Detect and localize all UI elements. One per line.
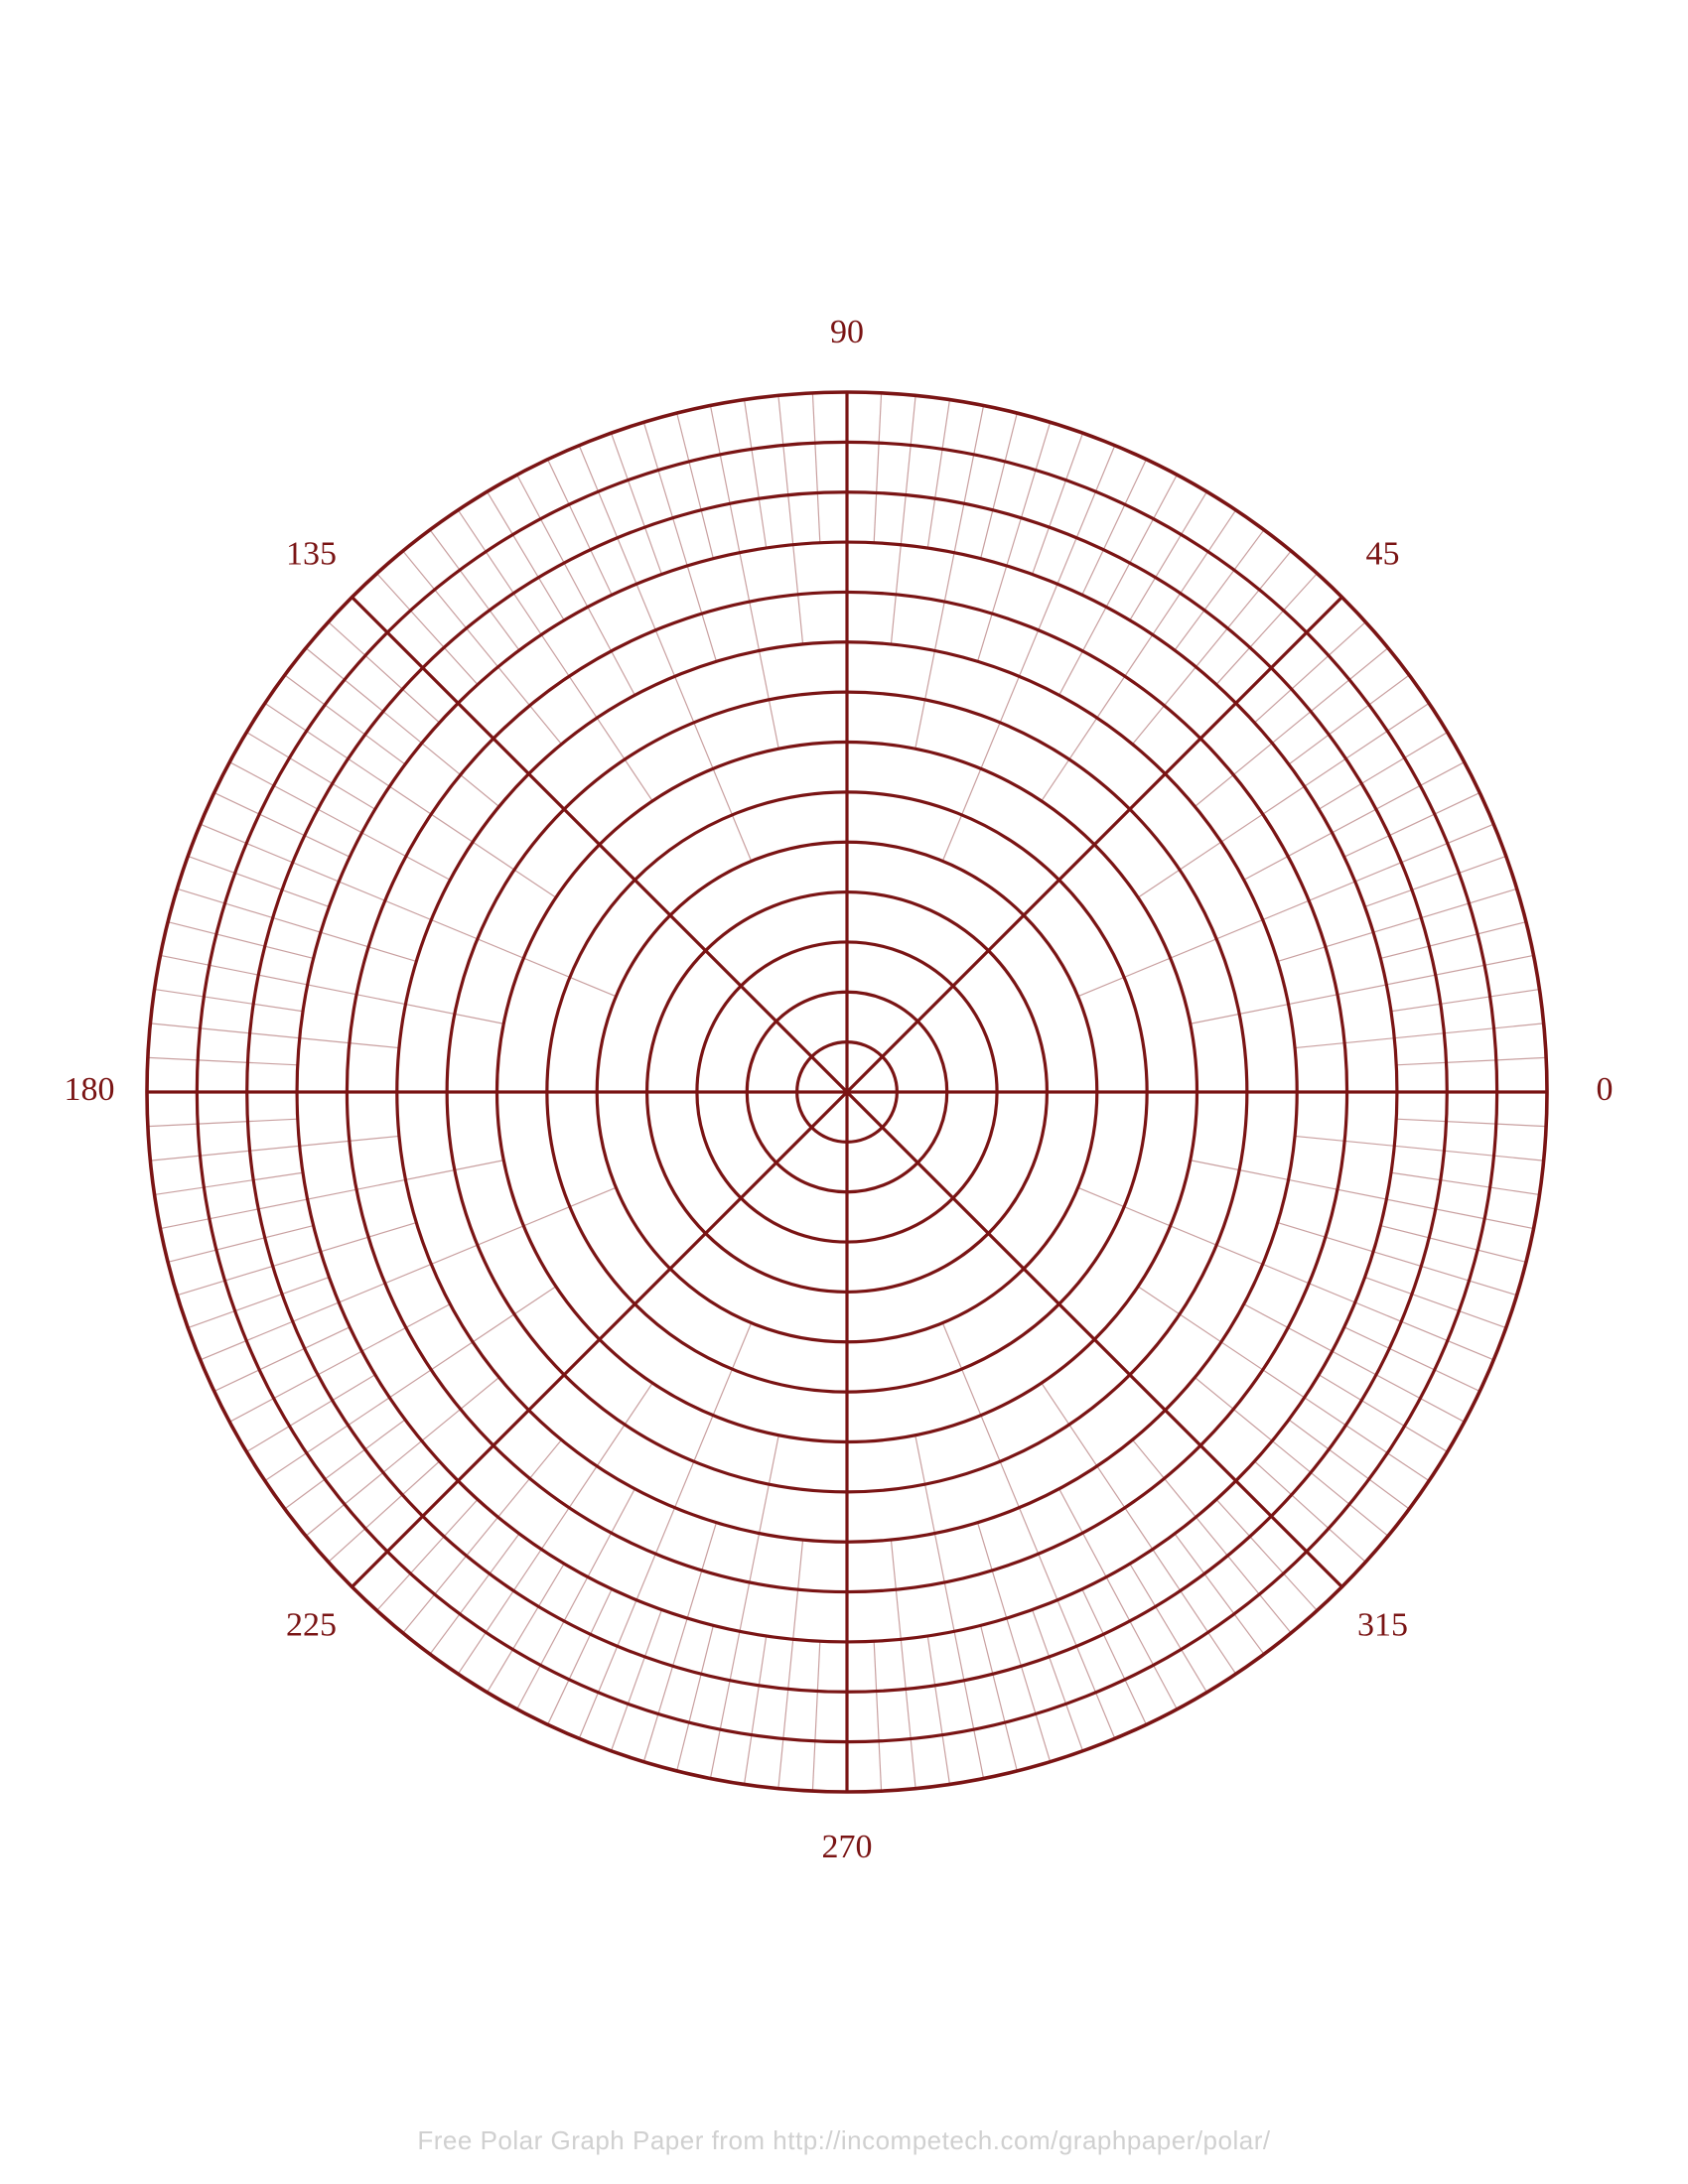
angle-label-0: 0 [1597,1071,1614,1108]
polar-grid: 0 45 90 135 180 225 270 315 [0,0,1688,2184]
angle-label-270: 270 [822,1829,873,1865]
footer-credit: Free Polar Graph Paper from http://incom… [0,2125,1688,2156]
angle-label-225: 225 [286,1606,337,1643]
page: 0 45 90 135 180 225 270 315 Free Polar Graph Pa… [0,0,1688,2184]
angle-label-315: 315 [1357,1606,1408,1643]
angle-label-90: 90 [830,314,864,350]
angle-label-135: 135 [286,535,337,572]
angle-label-180: 180 [65,1071,115,1108]
angle-label-45: 45 [1366,535,1400,572]
